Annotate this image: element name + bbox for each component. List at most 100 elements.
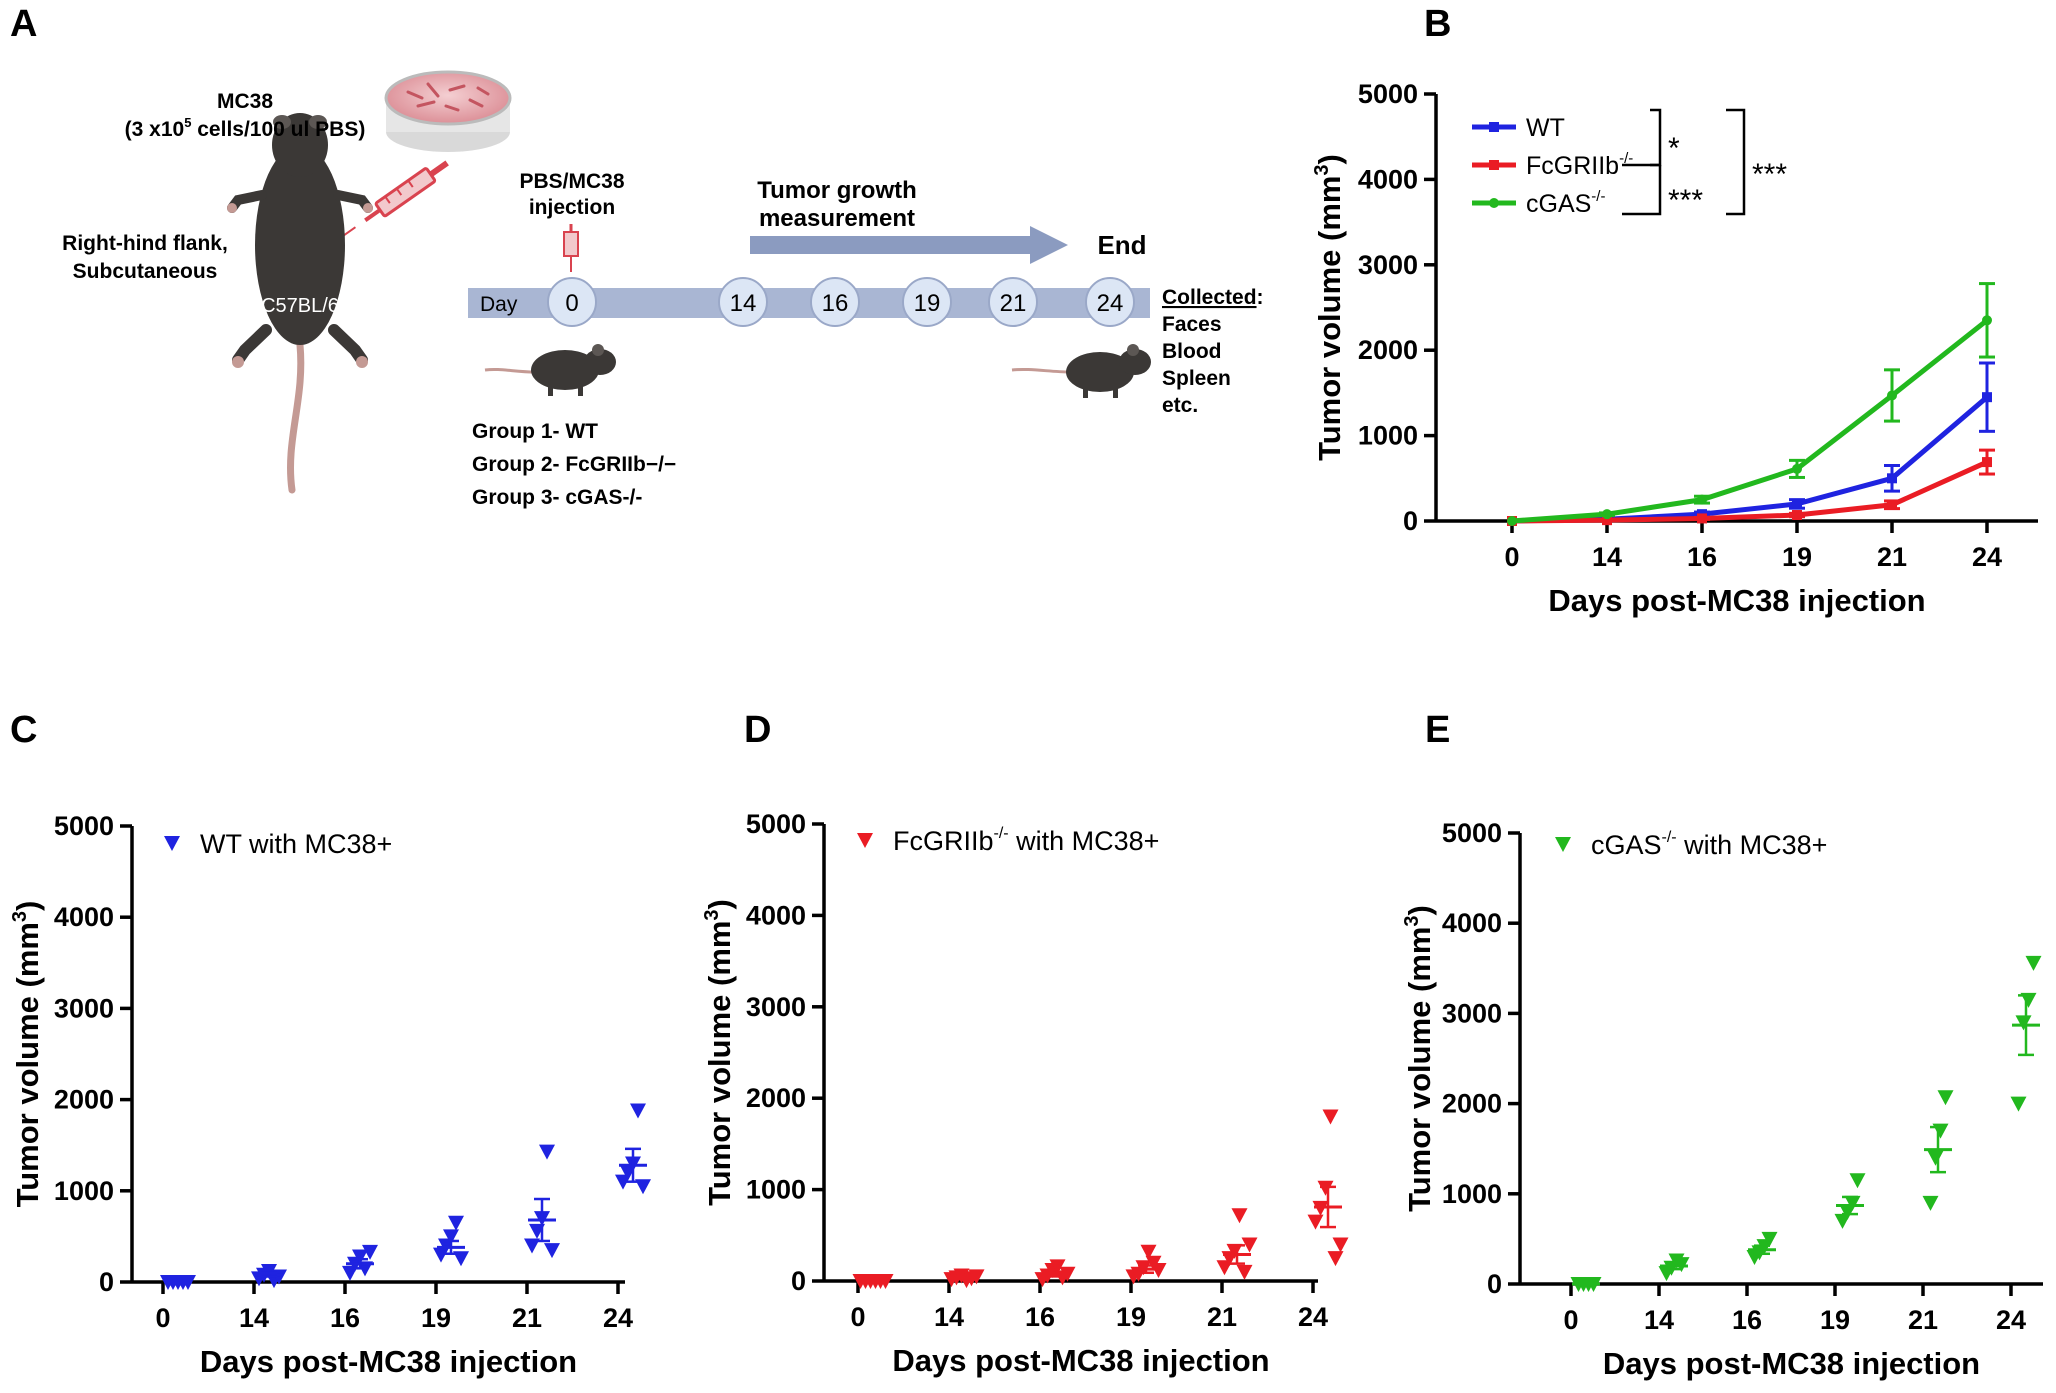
series-line [1511, 395, 1989, 524]
data-point [1327, 1251, 1344, 1267]
legend-marker [164, 836, 180, 851]
y-axis-title: Tumor volume (mm3) [1401, 905, 1437, 1212]
panel-c: C 0 1000 2000 3000 4000 5000 0 14 16 19 21 24 Days p… [9, 709, 651, 1379]
data-point [1226, 1243, 1243, 1259]
injection-label-line1: PBS/MC38 [519, 170, 624, 193]
data-point [352, 1249, 368, 1265]
data-point [1982, 315, 1992, 326]
legend-marker [1489, 160, 1499, 170]
x-tick-label: 24 [1996, 1305, 2026, 1335]
legend: WT with MC38+ [164, 829, 392, 859]
series-wt [1507, 361, 1995, 526]
data-point [1697, 513, 1707, 524]
y-tick-label: 1000 [54, 1176, 114, 1206]
x-tick-label: 21 [1207, 1302, 1237, 1332]
legend-label: WT with MC38+ [200, 829, 392, 859]
x-tick-label: 0 [1563, 1305, 1578, 1335]
data-point [1049, 1259, 1066, 1275]
data-point [524, 1238, 540, 1254]
small-mouse-left-icon [484, 344, 616, 396]
petri-dish-icon [384, 70, 512, 152]
x-tick-label: 19 [421, 1303, 451, 1333]
x-tick-label: 24 [1298, 1302, 1328, 1332]
data-point [1761, 1231, 1778, 1247]
injection-label-line2: injection [529, 196, 615, 219]
x-tick-label: 14 [934, 1302, 964, 1332]
x-tick-label: 0 [850, 1302, 865, 1332]
y-tick-label: 4000 [1358, 164, 1418, 194]
panel-a: A [10, 3, 1264, 509]
x-axis-title: Days post-MC38 injection [892, 1343, 1269, 1378]
timeline-day-circle [1085, 277, 1135, 327]
bracket-wt-cgas [1726, 108, 1746, 216]
x-tick-label: 21 [512, 1303, 542, 1333]
x-tick-label: 19 [1820, 1305, 1850, 1335]
collected-title: Collected: [1162, 286, 1264, 309]
data-point [1140, 1244, 1157, 1260]
timeline-day-label: Day [480, 293, 518, 316]
data-point [1927, 1150, 1944, 1166]
x-tick-label: 14 [239, 1303, 269, 1333]
group-label: Group 2- FcGRIIb−/− [472, 453, 676, 476]
x-tick-label: 24 [1972, 542, 2002, 572]
legend-label: cGAS-/- [1526, 188, 1605, 218]
y-tick-label: 4000 [746, 900, 806, 930]
data-point [1231, 1208, 1248, 1224]
data-point [2010, 1096, 2027, 1112]
data-point [1849, 1173, 1866, 1189]
data-point [1322, 1109, 1339, 1125]
y-tick-label: 3000 [1358, 250, 1418, 280]
y-tick-label: 4000 [54, 902, 114, 932]
growth-label-line2: measurement [759, 205, 915, 232]
data-point [1602, 509, 1612, 520]
group-label: Group 1- WT [472, 420, 598, 443]
data-point [1332, 1237, 1349, 1253]
data-point [1792, 463, 1802, 474]
data-point [1887, 390, 1897, 401]
bracket-wt-fcgr [1650, 108, 1662, 167]
syringe-icon [341, 160, 449, 238]
y-axis-title: Tumor volume (mm3) [1311, 154, 1347, 461]
panel-label-e: E [1425, 709, 1450, 751]
y-axis-title: Tumor volume (mm3) [701, 899, 737, 1206]
data-point [1602, 515, 1612, 526]
data-point [1241, 1237, 1258, 1253]
legend-marker [1489, 198, 1499, 208]
timeline-day-number: 19 [914, 290, 941, 317]
data-point [2015, 1015, 2032, 1031]
series-line [1511, 459, 1989, 524]
x-tick-label: 16 [330, 1303, 360, 1333]
mouse-icon [227, 113, 373, 494]
collected-item: Spleen [1162, 367, 1231, 390]
legend-label: FcGRIIb-/- with MC38+ [893, 825, 1159, 856]
data-point [453, 1251, 469, 1267]
data-point [443, 1229, 459, 1245]
legend-marker [857, 833, 873, 848]
y-tick-label: 5000 [746, 809, 806, 839]
timeline-day-number: 16 [822, 290, 849, 317]
data-point [1317, 1180, 1334, 1196]
legend-label: WT [1526, 114, 1565, 142]
panel-e: E 0 1000 2000 3000 4000 5000 0 14 16 19 21 24 Days p… [1401, 709, 2043, 1381]
growth-label-line1: Tumor growth [757, 177, 917, 204]
collected-item: Blood [1162, 340, 1221, 363]
legend: cGAS-/- with MC38+ [1555, 829, 1827, 860]
group-list: Group 1- WT Group 2- FcGRIIb−/− Group 3- c… [472, 420, 676, 509]
data-point [1792, 498, 1802, 509]
data-point [1236, 1264, 1253, 1280]
x-tick-label: 0 [1504, 542, 1519, 572]
data-point [1922, 1195, 1939, 1211]
timeline-day-number: 24 [1097, 290, 1124, 317]
panel-label-d: D [744, 709, 771, 751]
site-label-line1: Right-hind flank, [62, 232, 228, 255]
data-point [261, 1264, 277, 1280]
data-point [1307, 1214, 1324, 1230]
data-point [630, 1103, 646, 1119]
y-tick-label: 2000 [746, 1083, 806, 1113]
x-axis-title: Days post-MC38 injection [200, 1344, 577, 1379]
timeline-day-number: 14 [730, 290, 757, 317]
data-point [1697, 494, 1707, 505]
y-tick-label: 3000 [746, 992, 806, 1022]
series-fcgriib [1507, 448, 1995, 526]
